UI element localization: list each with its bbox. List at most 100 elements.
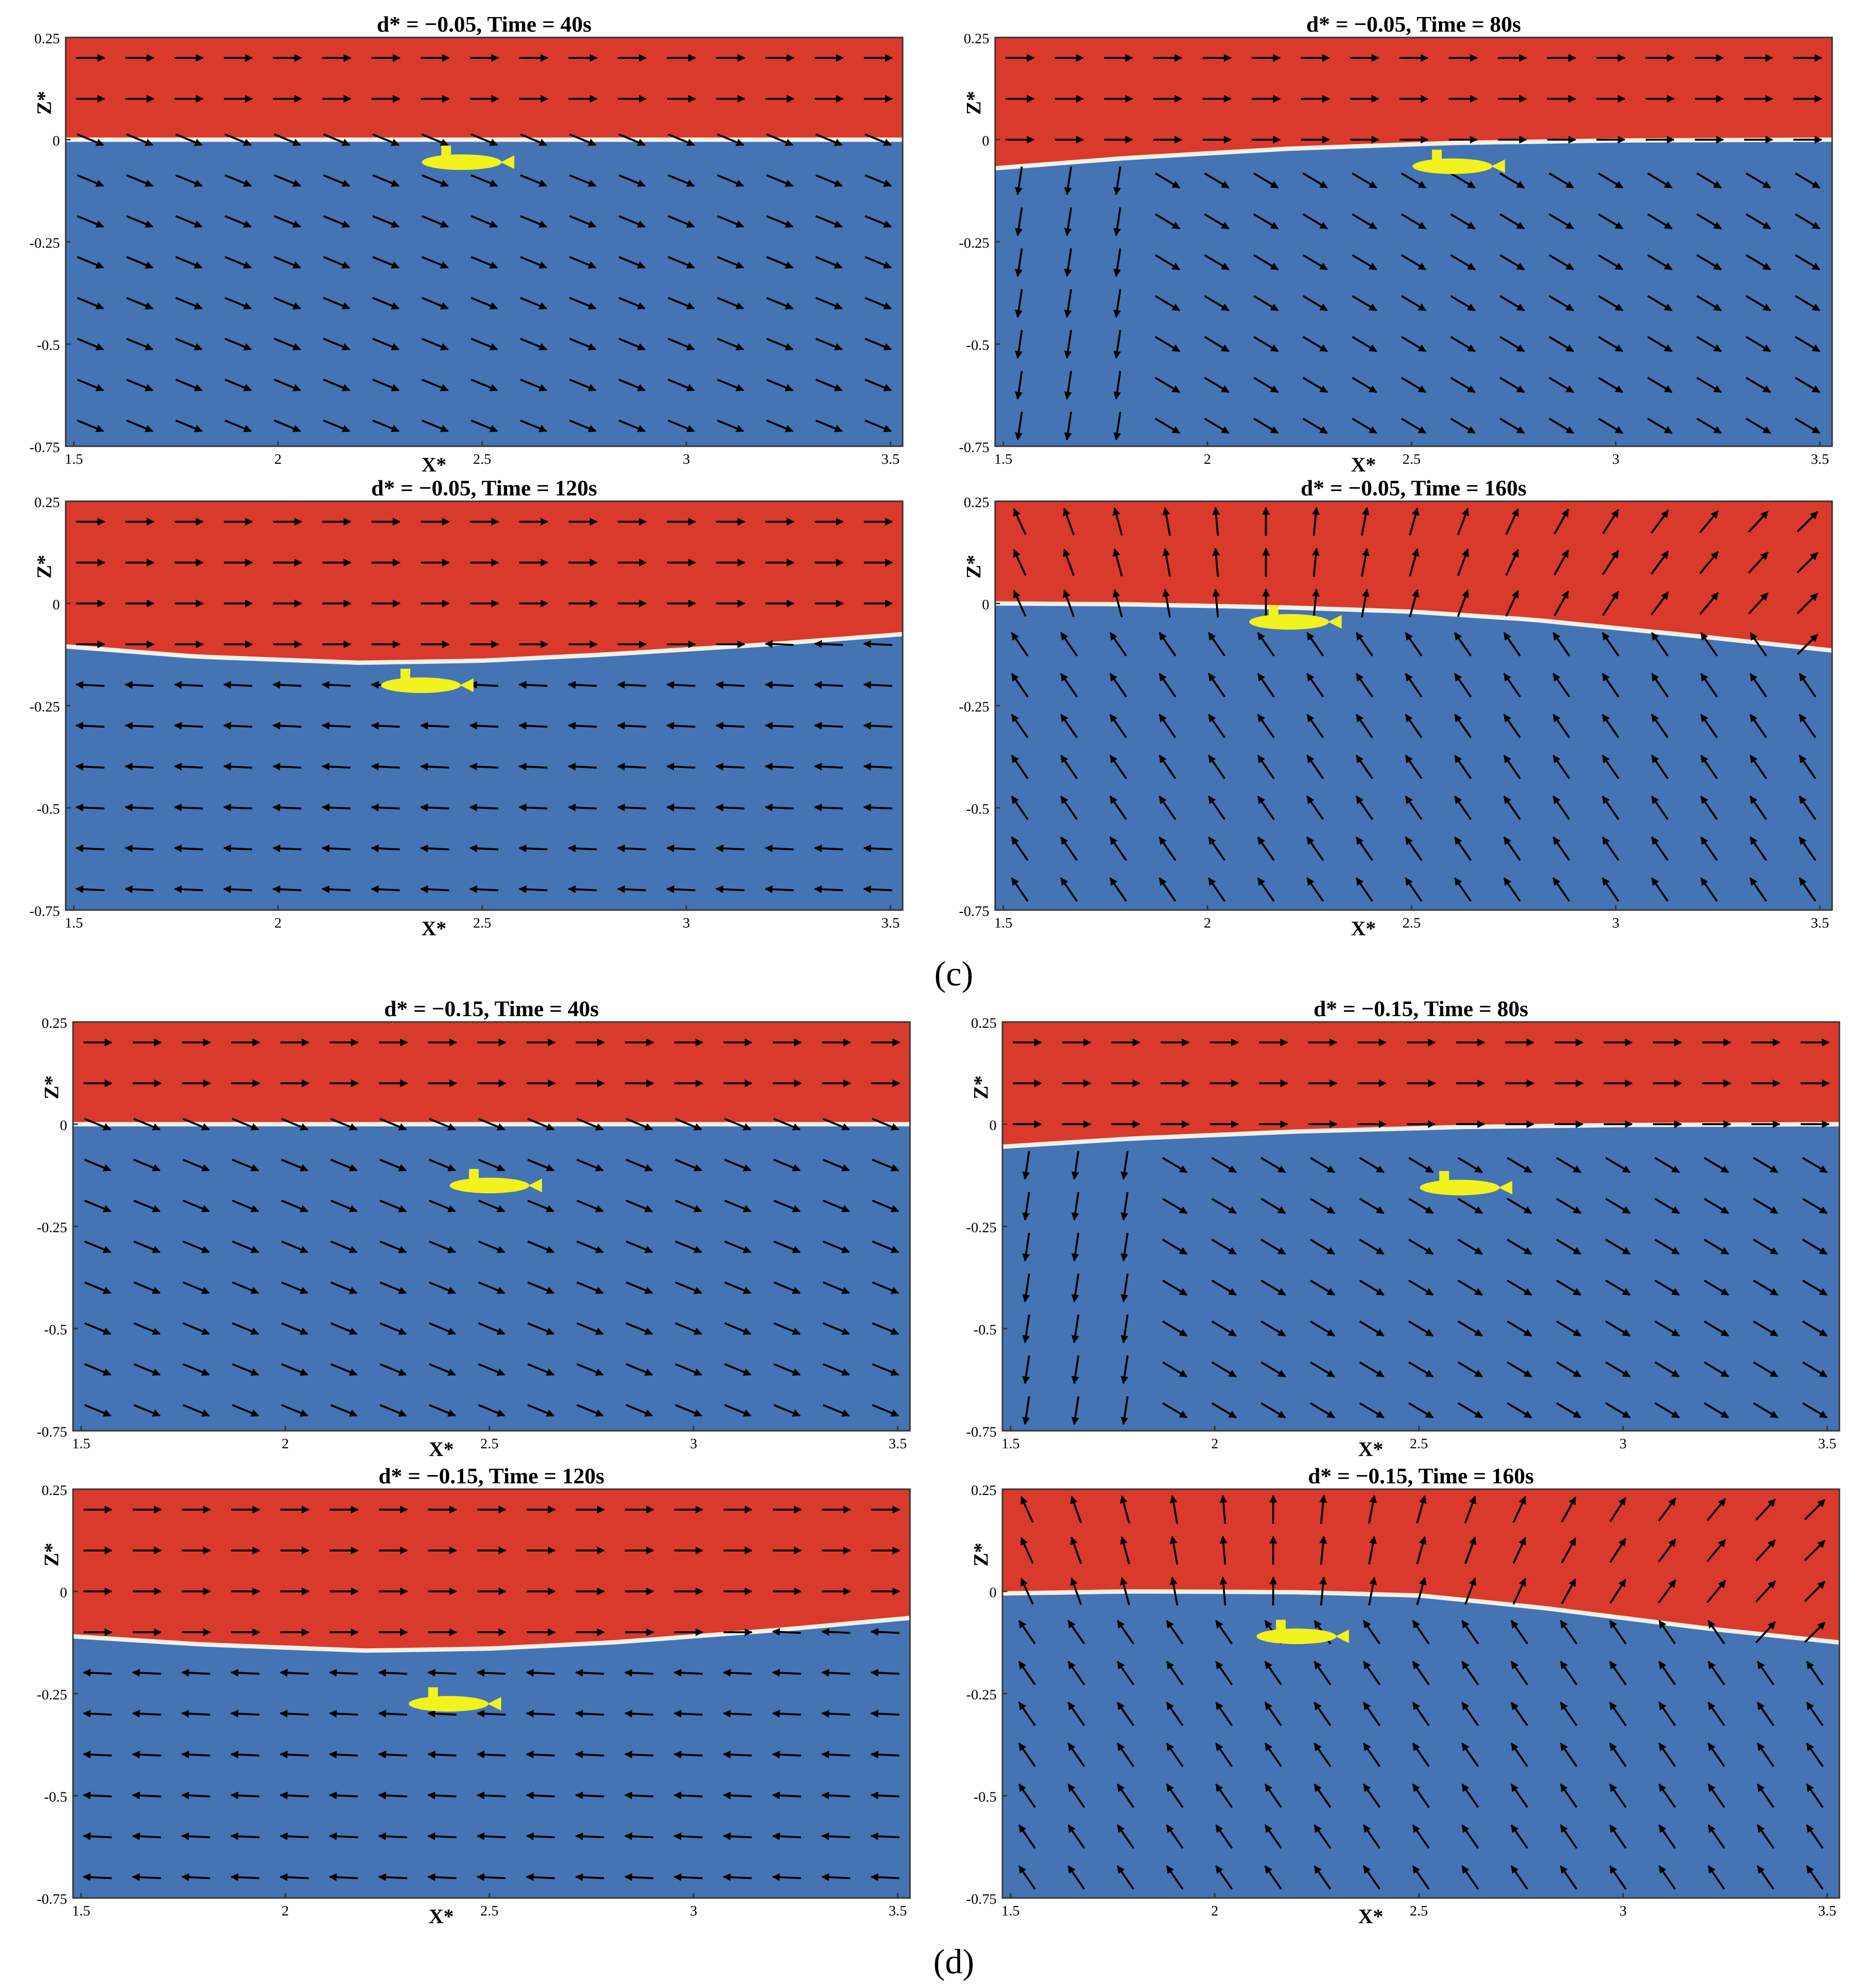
velocity-arrow bbox=[378, 1751, 407, 1759]
velocity-arrow bbox=[822, 1363, 850, 1376]
velocity-arrow bbox=[1609, 1783, 1627, 1808]
velocity-arrow bbox=[1120, 1151, 1129, 1180]
velocity-arrow bbox=[1704, 1279, 1729, 1296]
velocity-arrow bbox=[1363, 1783, 1381, 1808]
velocity-arrow bbox=[723, 1832, 752, 1841]
velocity-arrow bbox=[1071, 1233, 1080, 1262]
velocity-arrow bbox=[617, 763, 646, 771]
velocity-arrow bbox=[668, 419, 695, 432]
x-tick-label: 2 bbox=[1211, 1903, 1218, 1919]
velocity-arrow bbox=[1211, 1402, 1237, 1419]
velocity-arrow bbox=[526, 1669, 555, 1677]
x-tick-label: 3.5 bbox=[889, 1903, 907, 1919]
velocity-arrow bbox=[1408, 1361, 1434, 1378]
velocity-arrow bbox=[1704, 1157, 1729, 1173]
water-region bbox=[995, 140, 1832, 446]
velocity-arrow bbox=[328, 1832, 358, 1841]
velocity-arrow bbox=[872, 1404, 899, 1417]
velocity-arrow bbox=[175, 419, 203, 432]
velocity-arrow bbox=[764, 722, 794, 730]
velocity-arrow bbox=[1797, 634, 1818, 655]
y-tick-label: -0.25 bbox=[959, 235, 990, 251]
panel-5: d* = −0.15, Time = 40s 0.25 0 -0.25 -0.5 -0.7… bbox=[37, 996, 911, 1461]
velocity-arrow bbox=[764, 885, 794, 894]
velocity-arrow bbox=[133, 1159, 161, 1171]
velocity-arrow bbox=[617, 722, 646, 730]
velocity-arrow bbox=[1355, 836, 1373, 861]
velocity-arrow bbox=[427, 1791, 456, 1800]
velocity-arrow bbox=[1113, 371, 1122, 400]
velocity-arrow bbox=[717, 174, 745, 187]
velocity-arrow bbox=[224, 133, 252, 146]
velocity-arrow bbox=[1601, 754, 1619, 780]
velocity-arrow bbox=[1707, 1742, 1726, 1768]
velocity-arrow bbox=[518, 844, 548, 853]
velocity-arrow bbox=[715, 763, 745, 771]
velocity-arrow bbox=[330, 1363, 358, 1376]
velocity-arrow bbox=[1215, 1660, 1233, 1686]
x-tick-label: 1.5 bbox=[1001, 1903, 1020, 1919]
velocity-arrow bbox=[717, 419, 745, 432]
velocity-arrow bbox=[1507, 1239, 1532, 1255]
velocity-arrow bbox=[469, 722, 499, 730]
velocity-arrow bbox=[1700, 713, 1718, 739]
velocity-arrow bbox=[1011, 836, 1029, 861]
x-axis-label: X* bbox=[429, 1906, 454, 1928]
velocity-arrow bbox=[1363, 1865, 1381, 1890]
velocity-arrow bbox=[1707, 1660, 1726, 1686]
velocity-arrow bbox=[617, 844, 646, 853]
velocity-arrow bbox=[625, 1118, 653, 1131]
velocity-arrow bbox=[772, 1669, 801, 1677]
velocity-arrow bbox=[1700, 673, 1718, 698]
velocity-arrow bbox=[1351, 295, 1378, 311]
velocity-arrow bbox=[766, 133, 794, 146]
velocity-arrow bbox=[864, 256, 892, 269]
velocity-arrow bbox=[864, 297, 892, 310]
velocity-arrow bbox=[372, 174, 400, 187]
x-tick-label: 2 bbox=[1204, 915, 1211, 931]
y-tick-label: 0.25 bbox=[971, 1482, 997, 1498]
velocity-arrow bbox=[1609, 1824, 1627, 1849]
velocity-arrow bbox=[625, 1281, 653, 1294]
velocity-arrow bbox=[1204, 295, 1230, 311]
velocity-arrow bbox=[1707, 1865, 1726, 1890]
velocity-arrow bbox=[1219, 1495, 1228, 1524]
velocity-arrow bbox=[715, 844, 745, 853]
velocity-arrow bbox=[1015, 248, 1023, 277]
velocity-arrow bbox=[1162, 1320, 1188, 1337]
velocity-arrow bbox=[126, 338, 154, 350]
y-tick-label: 0.25 bbox=[42, 1482, 68, 1498]
velocity-arrow bbox=[75, 803, 105, 812]
velocity-arrow bbox=[527, 1281, 555, 1294]
velocity-arrow bbox=[1022, 1355, 1030, 1385]
velocity-arrow bbox=[83, 1791, 112, 1800]
y-tick-label: 0 bbox=[989, 1585, 997, 1601]
velocity-arrow bbox=[1412, 1865, 1430, 1890]
velocity-arrow bbox=[1113, 330, 1122, 359]
velocity-arrow bbox=[75, 885, 105, 894]
velocity-arrow bbox=[420, 763, 449, 771]
velocity-arrow bbox=[1748, 551, 1769, 574]
velocity-arrow bbox=[1067, 1701, 1085, 1727]
velocity-arrow bbox=[1700, 632, 1718, 657]
velocity-arrow bbox=[625, 1200, 653, 1212]
velocity-arrow bbox=[126, 133, 154, 146]
x-axis-label: X* bbox=[1358, 1906, 1383, 1928]
velocity-arrow bbox=[471, 174, 498, 187]
velocity-arrow bbox=[1351, 336, 1378, 352]
x-tick-label: 2.5 bbox=[1402, 451, 1421, 467]
velocity-arrow bbox=[1795, 254, 1820, 271]
y-tick-label: -0.25 bbox=[30, 235, 60, 251]
velocity-arrow bbox=[330, 1281, 358, 1294]
velocity-arrow bbox=[1313, 1742, 1331, 1768]
y-axis-label: Z* bbox=[963, 555, 985, 579]
velocity-arrow bbox=[567, 722, 597, 730]
velocity-arrow bbox=[1548, 377, 1574, 393]
velocity-arrow bbox=[618, 297, 646, 310]
velocity-arrow bbox=[772, 1873, 801, 1881]
velocity-arrow bbox=[1063, 508, 1075, 535]
velocity-arrow bbox=[520, 379, 547, 391]
velocity-arrow bbox=[476, 1791, 506, 1800]
velocity-arrow bbox=[476, 1751, 506, 1759]
velocity-arrow bbox=[1120, 1396, 1129, 1425]
